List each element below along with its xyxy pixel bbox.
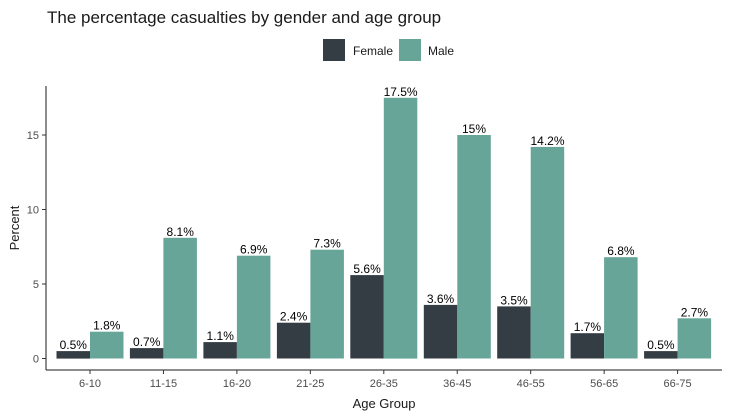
bar-male-36-45	[457, 135, 491, 359]
y-tick-label-15: 15	[27, 130, 39, 142]
data-label-male-46-55: 14.2%	[530, 134, 564, 148]
x-axis-ticks: 6-10 11-15 16-20 21-25 26-35 36-45 46-55 56-65 6…	[79, 370, 692, 390]
chart-title: The percentage casualties by gender and …	[47, 8, 441, 27]
bar-male-21-25	[310, 249, 344, 359]
x-tick-label-6-10: 6-10	[79, 378, 101, 390]
legend-label-male: Male	[428, 44, 454, 58]
data-label-female-26-35: 5.6%	[353, 262, 381, 276]
bar-female-11-15	[129, 348, 164, 359]
data-label-female-11-15: 0.7%	[133, 335, 161, 349]
x-tick-label-16-20: 16-20	[223, 378, 251, 390]
data-label-male-21-25: 7.3%	[313, 237, 341, 251]
x-axis-title: Age Group	[353, 396, 416, 411]
bar-male-56-65	[604, 257, 638, 359]
bar-male-6-10	[90, 331, 124, 359]
legend-swatch-male	[399, 39, 421, 61]
bar-male-11-15	[163, 237, 197, 359]
x-tick-label-46-55: 46-55	[517, 378, 545, 390]
data-label-male-6-10: 1.8%	[93, 319, 121, 333]
legend-swatch-female	[323, 39, 345, 61]
y-tick-label-10: 10	[27, 205, 39, 217]
data-label-female-46-55: 3.5%	[500, 293, 528, 307]
data-label-male-26-35: 17.5%	[384, 85, 418, 99]
bar-female-36-45	[423, 304, 458, 359]
bar-female-46-55	[497, 306, 531, 359]
x-tick-label-11-15: 11-15	[150, 378, 177, 390]
x-tick-label-21-25: 21-25	[296, 378, 324, 390]
y-axis-title: Percent	[7, 205, 22, 250]
data-label-male-11-15: 8.1%	[167, 225, 195, 239]
data-label-female-21-25: 2.4%	[280, 310, 308, 324]
bar-female-56-65	[570, 333, 605, 359]
legend: Female Male	[323, 39, 454, 61]
data-label-female-36-45: 3.6%	[427, 292, 455, 306]
bar-male-16-20	[236, 255, 271, 359]
bar-female-21-25	[276, 322, 311, 359]
bar-female-6-10	[56, 351, 90, 359]
bar-female-16-20	[203, 342, 237, 359]
bar-male-46-55	[530, 146, 565, 359]
legend-label-female: Female	[353, 44, 393, 58]
x-tick-label-56-65: 56-65	[590, 378, 618, 390]
bar-female-26-35	[350, 275, 384, 359]
data-label-male-16-20: 6.9%	[240, 243, 268, 257]
x-tick-label-36-45: 36-45	[443, 378, 471, 390]
x-tick-label-66-75: 66-75	[664, 378, 692, 390]
y-tick-label-0: 0	[33, 354, 39, 366]
bar-male-26-35	[383, 97, 418, 359]
data-label-female-66-75: 0.5%	[647, 338, 675, 352]
bar-male-66-75	[677, 318, 712, 359]
data-label-female-16-20: 1.1%	[207, 329, 235, 343]
bar-female-66-75	[644, 351, 678, 359]
data-label-male-66-75: 2.7%	[681, 305, 709, 319]
data-label-male-36-45: 15%	[462, 122, 486, 136]
data-label-female-6-10: 0.5%	[60, 338, 88, 352]
data-label-male-56-65: 6.8%	[607, 244, 635, 258]
data-label-female-56-65: 1.7%	[574, 320, 602, 334]
plot-area: 0.5% 1.8% 0.7% 8.1% 1.1% 6.9% 2.4% 7.3% 5.6% 17.5…	[56, 85, 712, 359]
y-axis-ticks: 0 5 10 15	[27, 130, 46, 366]
y-tick-label-5: 5	[33, 279, 39, 291]
x-tick-label-26-35: 26-35	[370, 378, 398, 390]
